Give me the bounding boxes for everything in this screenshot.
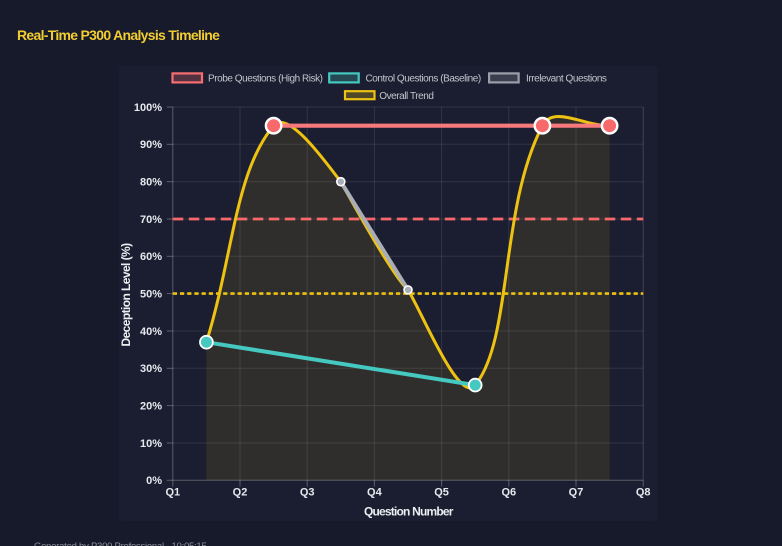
- svg-text:100%: 100%: [134, 102, 162, 114]
- svg-text:Real-Time P300 Analysis Timeli: Real-Time P300 Analysis Timeline: [17, 27, 220, 43]
- svg-text:Q1: Q1: [165, 487, 180, 499]
- svg-text:0%: 0%: [146, 475, 162, 487]
- svg-text:Q6: Q6: [501, 487, 516, 499]
- svg-text:Q3: Q3: [300, 487, 315, 499]
- svg-text:Q8: Q8: [636, 487, 651, 499]
- svg-text:Probe Questions (High Risk): Probe Questions (High Risk): [208, 74, 323, 85]
- svg-text:90%: 90%: [140, 139, 162, 151]
- svg-text:70%: 70%: [140, 214, 162, 226]
- svg-text:20%: 20%: [140, 400, 162, 412]
- svg-text:50%: 50%: [140, 288, 162, 300]
- svg-text:40%: 40%: [140, 326, 162, 338]
- svg-text:Deception Level (%): Deception Level (%): [119, 243, 133, 347]
- svg-text:Q7: Q7: [569, 487, 584, 499]
- svg-text:10%: 10%: [140, 438, 162, 450]
- svg-text:Q2: Q2: [233, 487, 248, 499]
- svg-text:Q4: Q4: [367, 487, 383, 499]
- svg-text:Irrelevant Questions: Irrelevant Questions: [526, 74, 607, 85]
- svg-text:Control Questions (Baseline): Control Questions (Baseline): [366, 74, 481, 85]
- svg-text:Q5: Q5: [434, 487, 449, 499]
- svg-text:Overall Trend: Overall Trend: [379, 91, 433, 102]
- svg-text:Generated by P300 Professional: Generated by P300 Professional - 10:05:1…: [34, 541, 206, 546]
- svg-text:Question Number: Question Number: [364, 505, 454, 519]
- svg-text:30%: 30%: [140, 363, 162, 375]
- svg-text:80%: 80%: [140, 177, 162, 189]
- svg-text:60%: 60%: [140, 251, 162, 263]
